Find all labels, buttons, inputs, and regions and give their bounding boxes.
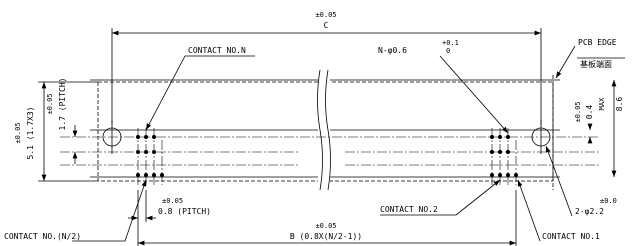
- outline: [60, 70, 600, 190]
- dim-label: 8.6: [615, 97, 624, 112]
- dim-label: MAX: [598, 97, 606, 110]
- tolerance: ±0.05: [574, 101, 582, 122]
- callout: PCB EDGE: [578, 38, 617, 47]
- tolerance: 0: [446, 47, 450, 55]
- leaders: [72, 46, 625, 241]
- tolerance: ±0.05: [14, 122, 22, 143]
- callout: CONTACT NO.1: [542, 232, 600, 241]
- callout: 基板端面: [580, 59, 612, 69]
- dim-label: 1.7 (PITCH): [58, 78, 67, 131]
- callout: 2-φ2.2: [575, 207, 604, 216]
- tolerance: ±0.05: [315, 222, 336, 230]
- labels: ±0.05 C CONTACT NO.N N-φ0.6 +0.1 0 PCB E…: [4, 11, 624, 241]
- dim-label: 0.8 (PITCH): [158, 207, 211, 216]
- dim-label: C: [324, 21, 329, 30]
- tolerance: ±0.05: [315, 11, 336, 19]
- callout: CONTACT NO.2: [380, 205, 438, 214]
- tolerance: +0.1: [442, 39, 459, 47]
- drawing: ±0.05 C CONTACT NO.N N-φ0.6 +0.1 0 PCB E…: [0, 0, 632, 246]
- callout: N-φ0.6: [378, 46, 407, 55]
- callout: CONTACT NO.(N/2): [4, 232, 81, 241]
- tolerance: ±0.05: [162, 197, 183, 205]
- callout: CONTACT NO.N: [188, 46, 246, 55]
- dim-label: 5.1 (1.7X3): [26, 107, 35, 160]
- tolerance: ±0.0: [600, 197, 617, 205]
- dim-label: 0.4: [585, 105, 594, 120]
- tolerance: ±0.05: [46, 93, 54, 114]
- dim-label: B (0.8X(N/2-1)): [290, 232, 362, 241]
